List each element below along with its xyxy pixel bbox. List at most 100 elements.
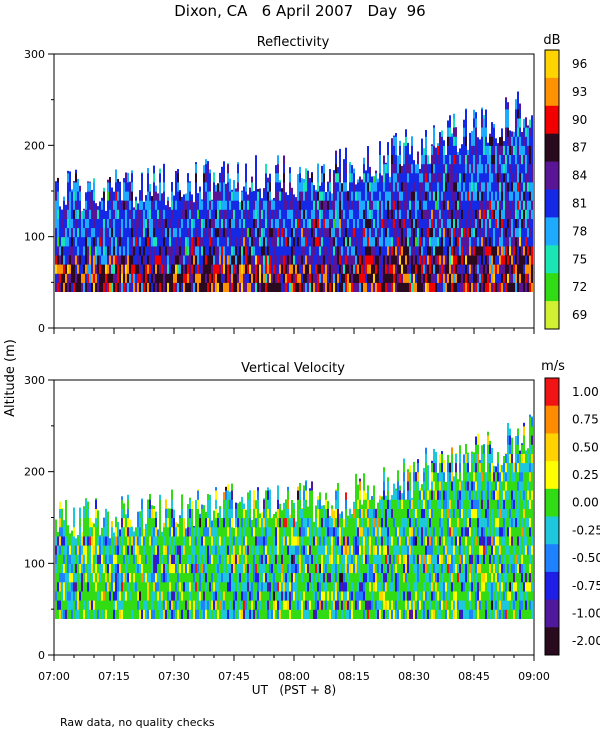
heatmap-cell [101,197,103,201]
heatmap-cell [385,236,387,247]
heatmap-cell [455,209,457,219]
heatmap-cell [159,227,161,238]
heatmap-cell [463,282,465,292]
heatmap-cell [351,282,353,292]
heatmap-cell [173,572,175,583]
heatmap-cell [209,227,211,238]
heatmap-cell [191,563,193,574]
heatmap-cell [109,181,111,192]
heatmap-cell [255,545,257,555]
heatmap-cell [229,600,231,610]
heatmap-cell [201,526,203,537]
heatmap-cell [283,508,285,519]
heatmap-cell [223,218,225,229]
heatmap-cell [465,218,467,229]
heatmap-cell [517,245,519,256]
heatmap-cell [241,535,243,546]
heatmap-cell [125,609,127,619]
heatmap-cell [307,282,309,292]
heatmap-cell [245,191,247,201]
heatmap-cell [223,227,225,238]
heatmap-cell [239,590,241,601]
heatmap-cell [445,181,447,192]
heatmap-cell [475,145,477,155]
heatmap-cell [81,264,83,274]
heatmap-cell [289,517,291,528]
heatmap-cell [279,218,281,229]
heatmap-cell [199,282,201,292]
heatmap-cell [277,200,279,210]
heatmap-cell [519,282,521,292]
heatmap-cell [343,245,345,256]
heatmap-cell [195,563,197,574]
heatmap-cell [219,545,221,555]
heatmap-cell [297,227,299,238]
heatmap-cell [189,535,191,546]
heatmap-cell [415,164,417,174]
heatmap-cell [281,191,283,201]
heatmap-cell [157,554,159,564]
heatmap-cell [175,590,177,601]
heatmap-cell [429,191,431,201]
heatmap-cell [219,554,221,564]
heatmap-cell [437,282,439,292]
heatmap-cell [523,209,525,219]
heatmap-cell [265,172,267,183]
heatmap-cell [115,282,117,292]
heatmap-cell [91,209,93,219]
heatmap-cell [153,236,155,247]
heatmap-cell [505,200,507,210]
heatmap-cell [183,236,185,247]
heatmap-cell [275,609,277,619]
heatmap-cell [363,163,365,174]
heatmap-cell [465,136,467,146]
heatmap-cell [289,167,291,174]
heatmap-cell [81,581,83,592]
heatmap-cell [235,502,237,509]
colorbar-swatch [545,161,559,190]
heatmap-cell [141,581,143,592]
heatmap-cell [461,236,463,247]
heatmap-cell [283,590,285,601]
heatmap-cell [513,136,515,146]
heatmap-cell [527,282,529,292]
heatmap-cell [259,236,261,247]
heatmap-cell [241,545,243,555]
heatmap-cell [115,227,117,238]
heatmap-cell [73,554,75,564]
heatmap-cell [449,227,451,238]
heatmap-cell [295,236,297,247]
heatmap-cell [189,526,191,537]
heatmap-cell [153,506,155,509]
heatmap-cell [281,600,283,610]
heatmap-cell [79,236,81,247]
heatmap-cell [97,282,99,292]
heatmap-cell [329,245,331,256]
heatmap-cell [253,600,255,610]
heatmap-cell [447,127,449,137]
heatmap-cell [525,127,527,137]
heatmap-cell [427,209,429,219]
heatmap-cell [339,191,341,201]
heatmap-cell [347,254,349,265]
heatmap-cell [159,535,161,546]
heatmap-cell [141,236,143,247]
heatmap-cell [167,254,169,265]
heatmap-cell [79,554,81,564]
heatmap-cell [95,517,97,528]
heatmap-cell [229,264,231,274]
heatmap-cell [187,581,189,592]
heatmap-cell [497,282,499,292]
heatmap-cell [109,554,111,564]
heatmap-cell [493,254,495,265]
heatmap-cell [199,245,201,256]
heatmap-cell [493,172,495,183]
heatmap-cell [73,245,75,256]
heatmap-cell [289,191,291,201]
heatmap-cell [281,572,283,583]
heatmap-cell [441,145,443,155]
heatmap-cell [75,545,77,555]
heatmap-cell [437,273,439,283]
heatmap-cell [485,254,487,265]
heatmap-cell [265,572,267,583]
